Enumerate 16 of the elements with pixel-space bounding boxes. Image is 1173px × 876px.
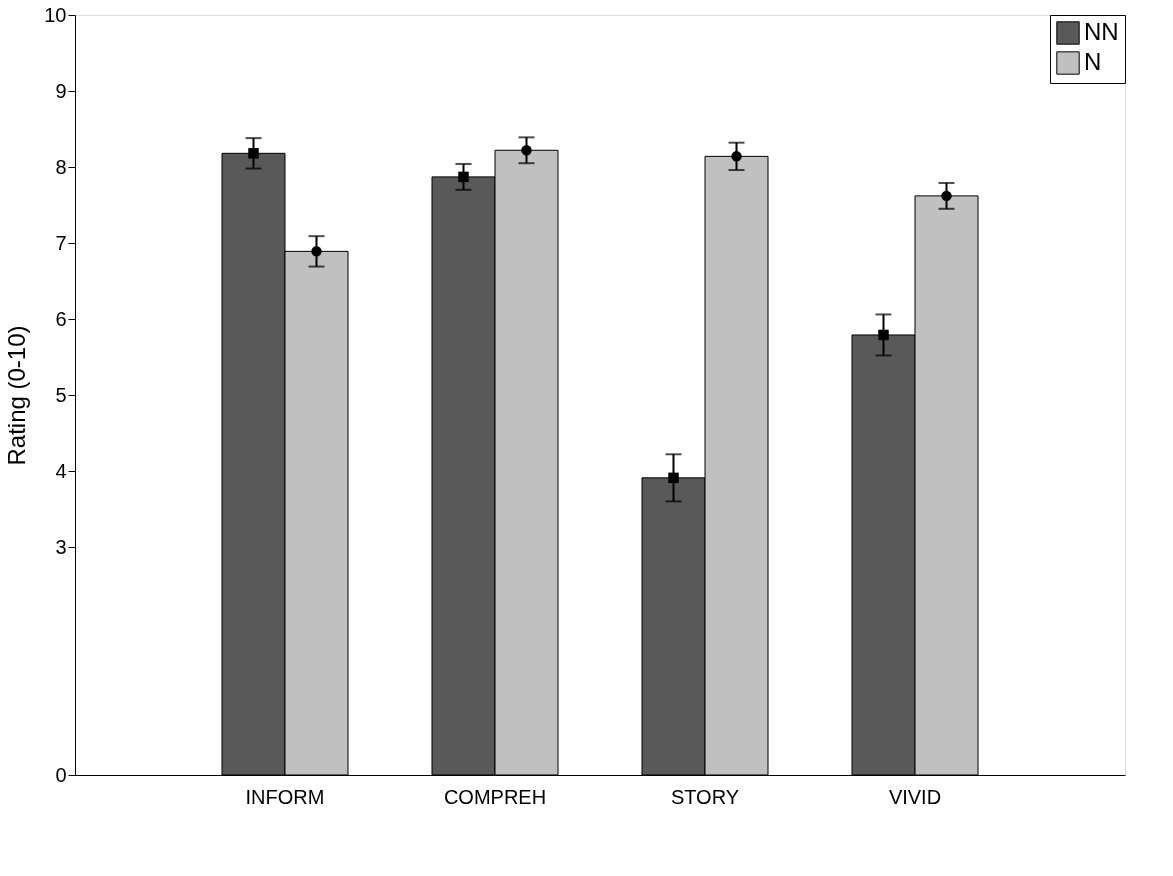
y-tick-label: 6 — [55, 307, 67, 330]
x-tick-label: COMPREH — [443, 785, 547, 808]
x-tick-label: INFORM — [245, 785, 325, 808]
x-tick-label: STORY — [670, 785, 740, 808]
y-tick-label: 10 — [44, 3, 67, 26]
y-tick-label: 9 — [55, 79, 67, 102]
legend-label: N — [1084, 48, 1102, 75]
legend-label: NN — [1084, 18, 1119, 45]
x-tick-label: VIVID — [888, 785, 942, 808]
y-tick-label: 5 — [55, 383, 67, 406]
y-tick-label: 3 — [55, 535, 67, 558]
y-tick-label: 0 — [55, 763, 67, 786]
y-tick-label: 4 — [55, 459, 67, 482]
y-tick-label: 8 — [55, 155, 67, 178]
y-axis-title: Rating (0-10) — [3, 325, 31, 466]
y-tick-label: 7 — [55, 231, 67, 254]
